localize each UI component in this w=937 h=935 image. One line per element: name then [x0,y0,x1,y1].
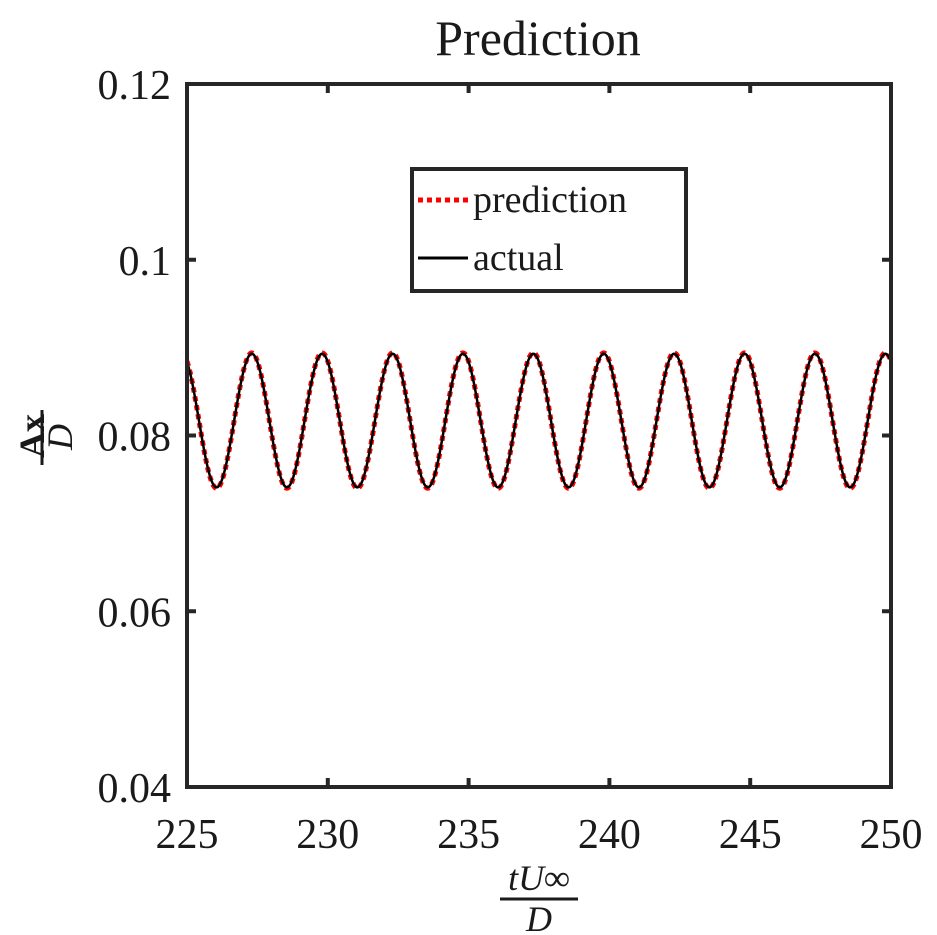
y-tick-label: 0.06 [98,590,172,636]
y-label-numerator: Ax [12,414,52,458]
chart-title: Prediction [435,10,641,66]
x-tick-label: 235 [437,812,500,858]
axis-ticks [185,82,893,789]
legend-box [410,167,688,293]
y-tick-label: 0.04 [98,766,172,812]
series-line-prediction [187,350,891,491]
y-label-denominator: D [40,424,80,451]
x-tick-label: 250 [860,812,923,858]
tick-labels: 225 230 235 240 245 250 0.04 0.06 0.08 0.1 0.12 [98,63,923,858]
x-label-numerator: tU∞ [508,858,570,898]
y-tick-label: 0.12 [98,63,172,109]
x-label-denominator: D [525,899,552,935]
x-tick-label: 245 [719,812,782,858]
y-axis-label: Ax D [12,410,80,465]
x-tick-label: 230 [296,812,359,858]
legend-label-prediction: prediction [473,179,627,221]
plot-lines [187,350,891,491]
x-tick-label: 225 [156,812,219,858]
x-tick-label: 240 [578,812,641,858]
legend: prediction actual [410,167,688,293]
y-tick-label: 0.08 [98,415,172,461]
x-axis-label: tU∞ D [500,858,578,935]
legend-label-actual: actual [473,237,564,279]
y-tick-label: 0.1 [119,239,172,285]
series-line-actual [187,352,891,489]
